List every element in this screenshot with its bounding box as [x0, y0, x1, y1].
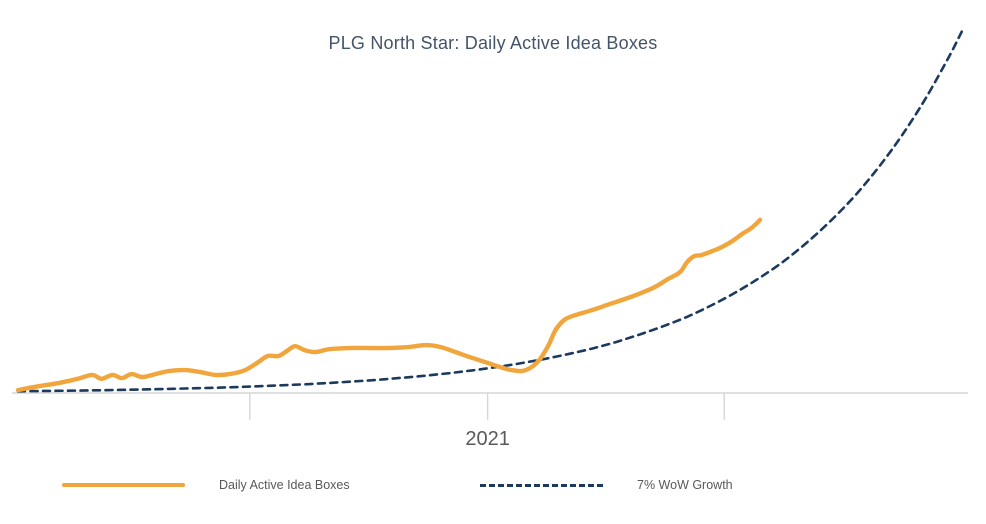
- 7-wow-growth-line: [16, 29, 964, 393]
- x-axis-tick-label: 2021: [465, 428, 510, 450]
- solid-line-swatch-icon: [62, 483, 185, 487]
- daily-active-idea-boxes-line: [15, 217, 763, 393]
- legend-item-daily-active-idea-boxes: Daily Active Idea Boxes: [62, 474, 350, 496]
- dashed-line-swatch-icon: [480, 483, 603, 487]
- legend-label-wow-growth: 7% WoW Growth: [637, 478, 733, 492]
- legend-label-daily-active-idea-boxes: Daily Active Idea Boxes: [219, 478, 350, 492]
- line-chart: 2021: [12, 29, 968, 450]
- legend-item-wow-growth: 7% WoW Growth: [480, 474, 733, 496]
- chart-title: PLG North Star: Daily Active Idea Boxes: [328, 33, 658, 53]
- legend: Daily Active Idea Boxes 7% WoW Growth: [0, 474, 986, 496]
